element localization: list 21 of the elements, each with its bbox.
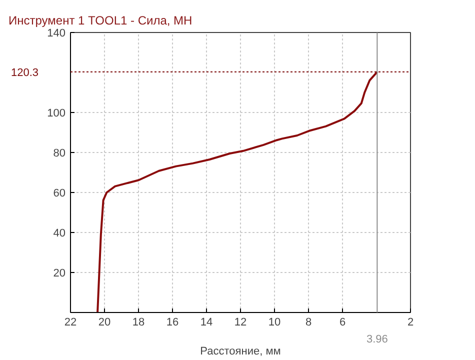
chart-title: Инструмент 1 TOOL1 - Сила, МН bbox=[8, 14, 192, 28]
ref-line-label: 3.96 bbox=[366, 334, 388, 346]
y-tick-label: 40 bbox=[53, 228, 66, 240]
y-tick-label: 100 bbox=[47, 108, 66, 120]
x-tick-label: 20 bbox=[98, 316, 111, 328]
x-tick-label: 14 bbox=[200, 316, 213, 328]
x-axis-title: Расстояние, мм bbox=[200, 346, 281, 358]
y-tick-label: 20 bbox=[53, 268, 66, 280]
ref-line-label: 120.3 bbox=[10, 66, 39, 79]
x-tick-label: 18 bbox=[132, 316, 145, 328]
x-tick-label: 2 bbox=[407, 316, 414, 328]
x-tick-label: 22 bbox=[64, 316, 77, 328]
x-tick-label: 16 bbox=[166, 316, 179, 328]
line-series bbox=[96, 70, 378, 312]
y-tick-label: 80 bbox=[53, 148, 66, 160]
y-tick-label: 60 bbox=[53, 188, 66, 200]
x-tick-label: 12 bbox=[234, 316, 247, 328]
x-tick-label: 8 bbox=[305, 316, 312, 328]
y-tick-label: 140 bbox=[47, 28, 66, 40]
x-tick-label: 10 bbox=[268, 316, 281, 328]
x-tick-label: 6 bbox=[339, 316, 346, 328]
